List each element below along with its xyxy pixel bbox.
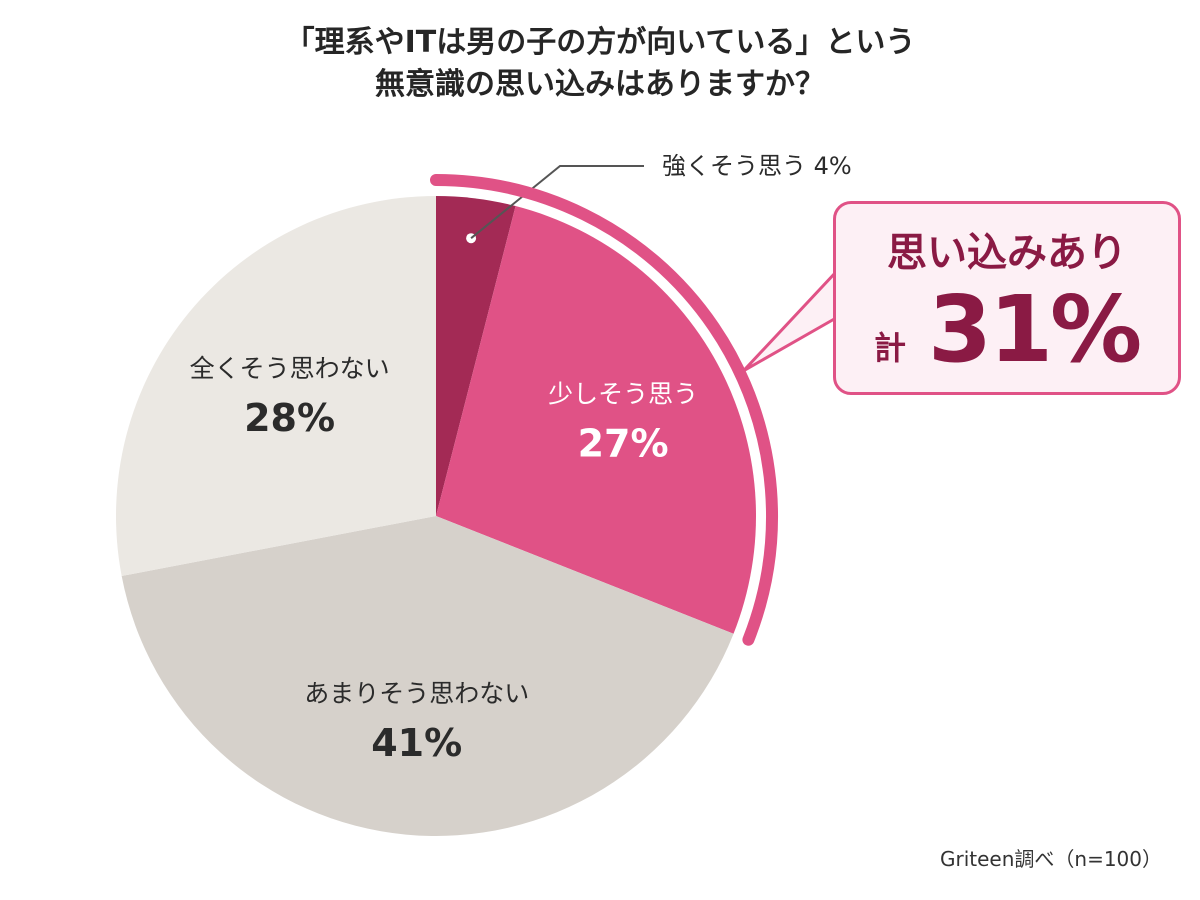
pie-slice bbox=[121, 516, 734, 836]
pie-slices bbox=[116, 196, 757, 836]
highlight-arc bbox=[430, 174, 778, 646]
leader-line bbox=[470, 165, 644, 239]
slice-value-label: 41% bbox=[371, 721, 462, 765]
callout-total-value: 31% bbox=[928, 276, 1142, 383]
slice-category-label: 全くそう思わない bbox=[190, 354, 390, 383]
slice-value-label: 27% bbox=[578, 422, 669, 466]
slice-value-label: 28% bbox=[244, 396, 335, 440]
outer-slice-label: 強くそう思う 4% bbox=[662, 152, 852, 180]
source-note: Griteen調べ（n=100） bbox=[939, 847, 1162, 871]
slice-category-label: あまりそう思わない bbox=[304, 679, 529, 708]
pie-slice bbox=[116, 196, 437, 576]
pie-slice bbox=[436, 206, 757, 634]
highlight-callout: 思い込みあり 計 31% bbox=[833, 201, 1181, 395]
callout-pointer bbox=[742, 270, 838, 373]
callout-total-prefix: 計 bbox=[874, 329, 907, 367]
chart-title-line2: 無意識の思い込みはありますか？ bbox=[375, 67, 825, 102]
chart-title: 「理系やITは男の子の方が向いている」という 無意識の思い込みはありますか？ bbox=[0, 22, 1200, 106]
slice-category-label: 少しそう思う bbox=[548, 380, 698, 409]
pie-labels: 少しそう思う 27% あまりそう思わない 41% 全くそう思わない 28% bbox=[190, 354, 699, 765]
callout-heading: 思い込みあり bbox=[887, 230, 1127, 276]
chart-title-line1: 「理系やITは男の子の方が向いている」という bbox=[284, 25, 916, 60]
pie-slice bbox=[436, 196, 516, 516]
pie-annotations: 強くそう思う 4% bbox=[430, 152, 852, 646]
